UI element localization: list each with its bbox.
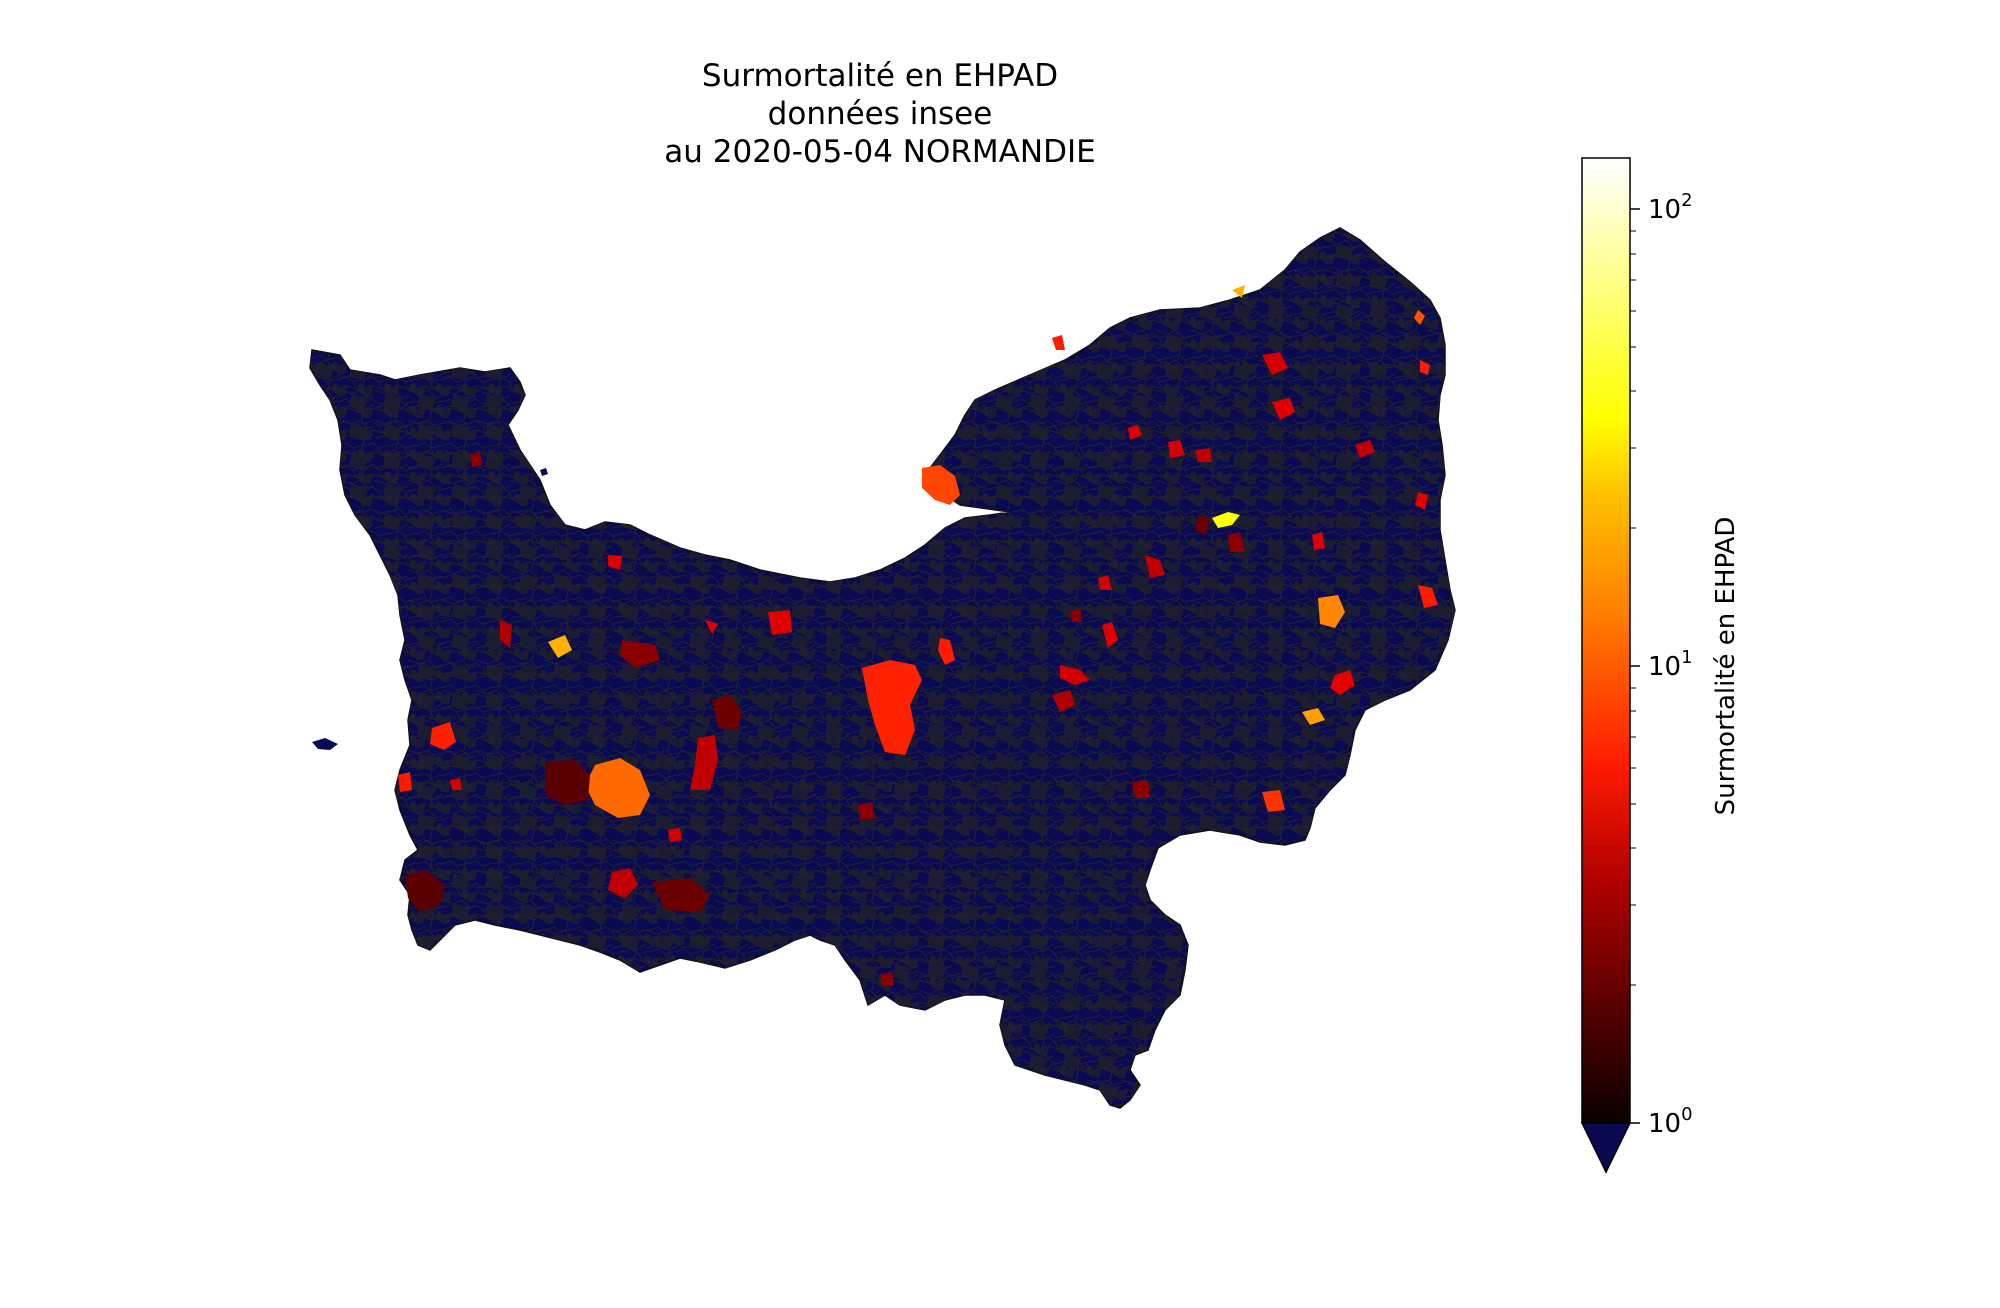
commune-north-4: [1168, 440, 1185, 458]
commune-le-havre: [922, 465, 960, 505]
tick-label-1e0: 100: [1648, 1104, 1693, 1139]
title-line-3: au 2020-05-04 NORMANDIE: [664, 134, 1095, 170]
commune-north-14: [1195, 515, 1210, 535]
tick-label-1e2: 102: [1648, 190, 1693, 225]
commune-north-1: [1262, 352, 1288, 375]
commune-south-1: [1262, 790, 1285, 812]
commune-falaise-dark: [712, 695, 742, 730]
commune-west-1: [398, 772, 412, 792]
map-title: Surmortalité en EHPAD données insee au 2…: [664, 58, 1095, 170]
commune-west-4: [470, 452, 482, 467]
commune-north-11: [1420, 360, 1430, 375]
commune-dark-1: [690, 735, 718, 790]
island-tatihou: [540, 468, 548, 476]
commune-north-10: [1312, 532, 1325, 550]
commune-west-2: [450, 778, 462, 790]
commune-north-2: [1272, 398, 1295, 420]
commune-red-7: [1052, 690, 1075, 712]
tick-label-1e1: 101: [1648, 647, 1693, 682]
title-line-2: données insee: [768, 96, 993, 132]
commune-north-5: [1128, 425, 1142, 440]
colorbar: 100 101 102 Surmortalité en EHPAD: [1580, 157, 1741, 1174]
commune-avranches-red: [430, 722, 456, 750]
colorbar-label: Surmortalité en EHPAD: [1711, 517, 1741, 816]
commune-flers-dark: [652, 878, 710, 912]
commune-saint-lo-orange: [585, 758, 650, 818]
highlighted-communes: [398, 285, 1438, 986]
title-line-1: Surmortalité en EHPAD: [702, 58, 1058, 94]
colorbar-under-triangle: [1580, 1122, 1632, 1174]
commune-west-3: [668, 828, 682, 842]
commune-north-12: [1145, 555, 1165, 578]
commune-south-4: [880, 972, 894, 986]
commune-north-6: [1195, 448, 1212, 462]
commune-red-3: [500, 620, 512, 648]
commune-red-6: [705, 620, 718, 634]
commune-south-2: [1132, 780, 1150, 798]
commune-west-5: [1098, 575, 1112, 590]
commune-mortain-dark: [405, 870, 445, 912]
commune-dieppe: [1232, 285, 1245, 298]
commune-caen: [862, 660, 922, 755]
commune-red-2: [768, 610, 792, 635]
commune-south-3: [858, 802, 875, 820]
normandie-map: [309, 227, 1456, 1109]
commune-vire-red: [608, 868, 638, 898]
commune-saint-lo-dark: [545, 760, 590, 805]
commune-west-6: [1070, 608, 1082, 622]
commune-red-9: [938, 638, 955, 665]
island-chausey: [312, 738, 338, 750]
commune-evreux-orange: [1318, 595, 1345, 628]
commune-lisieux-area: [1060, 665, 1090, 685]
colorbar-gradient: [1581, 157, 1631, 1124]
commune-north-13: [1228, 532, 1245, 552]
commune-red-8: [1102, 622, 1118, 648]
commune-north-7: [1355, 440, 1375, 458]
commune-yellow-rouen-area: [1212, 512, 1240, 528]
commune-north-3: [1052, 335, 1065, 350]
commune-eure-red: [1330, 670, 1355, 695]
commune-red-4: [620, 640, 660, 668]
commune-north-9: [1418, 585, 1438, 608]
commune-eu: [1414, 310, 1425, 325]
commune-vernon: [1302, 708, 1325, 725]
commune-north-8: [1415, 492, 1428, 510]
commune-bayeux-yellow: [548, 635, 572, 658]
commune-red-5: [608, 555, 622, 570]
